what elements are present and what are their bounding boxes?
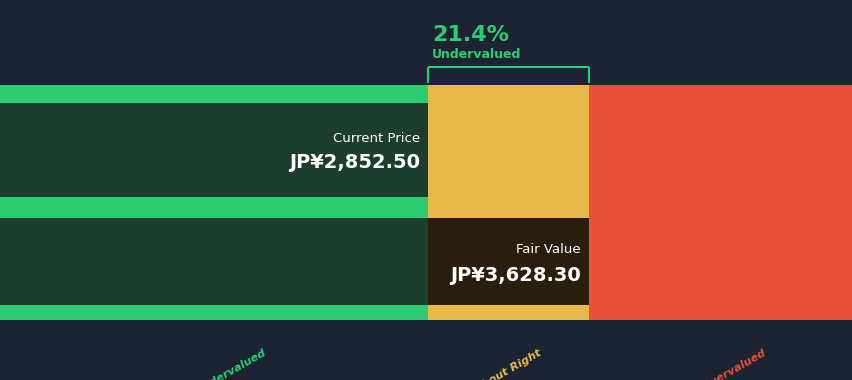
Bar [428,218,588,305]
Bar [0,218,428,305]
Text: JP¥2,852.50: JP¥2,852.50 [289,152,420,171]
Text: Undervalued: Undervalued [432,48,521,60]
Text: About Right: About Right [473,348,543,380]
Text: Fair Value: Fair Value [515,243,580,256]
Bar [428,85,588,320]
Text: Current Price: Current Price [332,131,420,144]
Bar [0,85,428,320]
Text: 21.4%: 21.4% [432,25,509,45]
Bar [0,103,428,197]
Text: JP¥3,628.30: JP¥3,628.30 [449,266,580,285]
Text: 20% Undervalued: 20% Undervalued [167,348,268,380]
Text: 20% Overvalued: 20% Overvalued [673,348,767,380]
Bar [588,85,852,320]
